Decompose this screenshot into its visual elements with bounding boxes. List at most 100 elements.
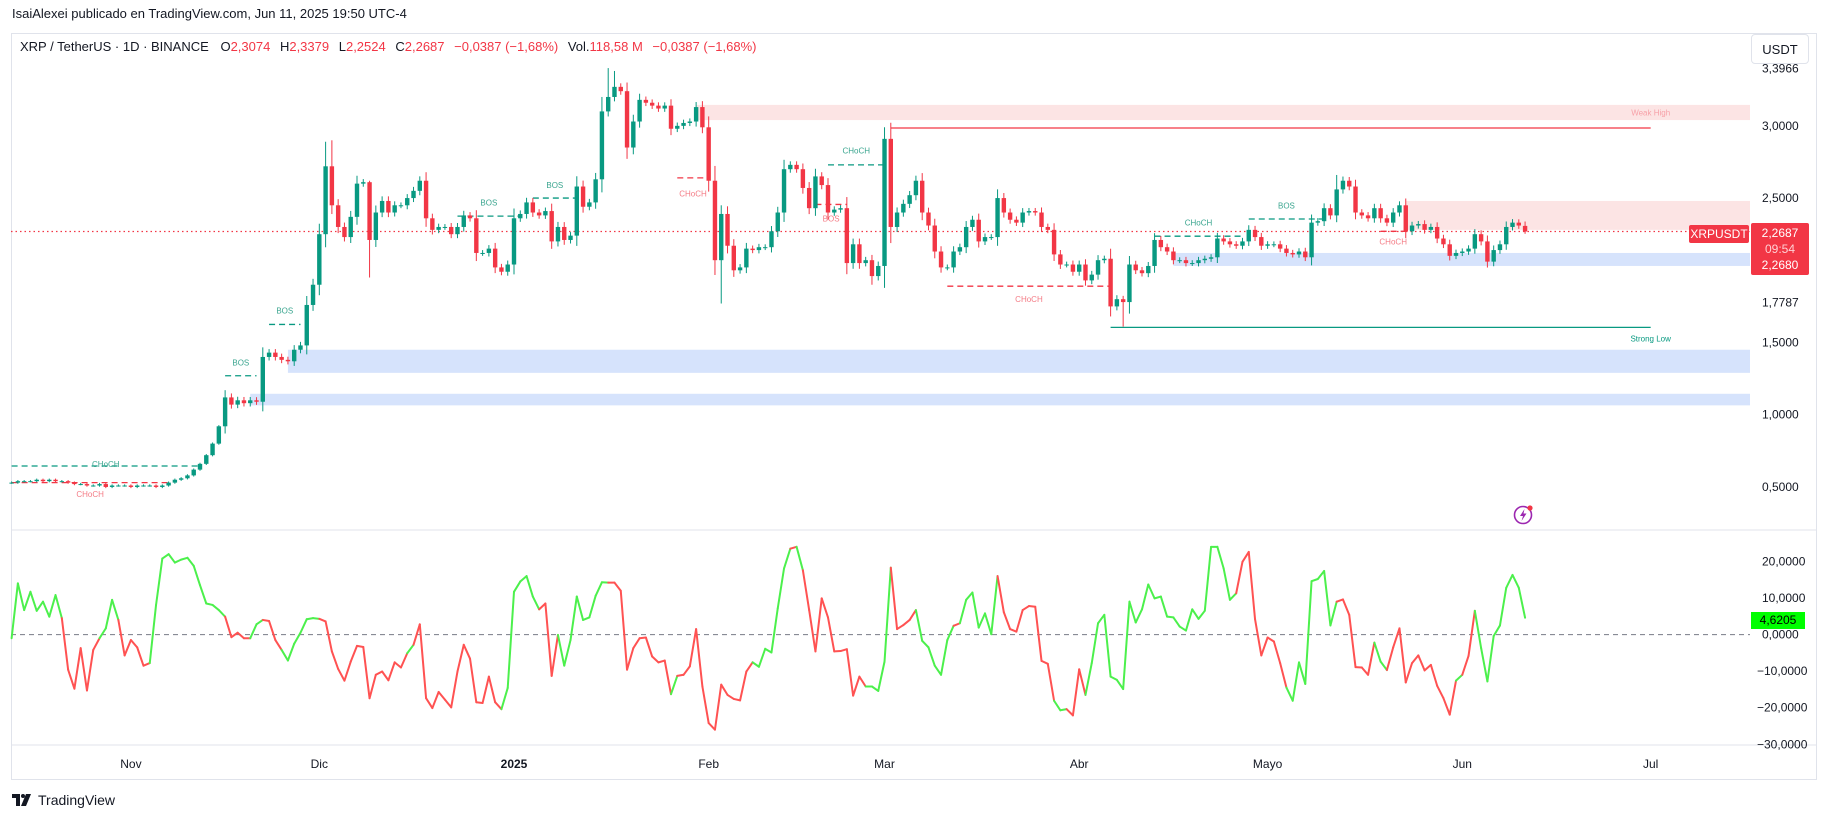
candle-body (354, 183, 360, 217)
oscillator-segment (1423, 663, 1432, 672)
lightning-alert-icon[interactable] (1513, 503, 1535, 525)
oscillator-segment (550, 633, 559, 677)
oscillator-segment (1291, 661, 1300, 702)
oscillator-segment (814, 597, 823, 653)
candle-body (1158, 239, 1164, 248)
candle-body (392, 205, 397, 213)
candle-body (1522, 225, 1528, 232)
oscillator-segment (249, 623, 258, 640)
oscillator-segment (1367, 641, 1376, 676)
oscillator-segment (707, 722, 716, 731)
oscillator-segment (519, 575, 528, 583)
candle-body (681, 122, 686, 126)
candle-body (1120, 299, 1126, 303)
candle-body (756, 247, 762, 251)
candle-body (844, 208, 850, 264)
candle-body (461, 215, 466, 227)
oscillator-segment (1021, 605, 1030, 612)
candle-body (1152, 239, 1157, 266)
oscillator-axis-label: 0,0000 (1762, 628, 1799, 642)
oscillator-segment (136, 646, 145, 667)
candle-body (675, 125, 680, 129)
oscillator-segment (487, 675, 497, 704)
candle-body (248, 400, 253, 404)
candle-body (1453, 252, 1459, 256)
oscillator-segment (764, 647, 773, 654)
candle-body (172, 479, 178, 483)
currency-button[interactable]: USDT (1751, 34, 1809, 64)
oscillator-segment (10, 582, 19, 640)
oscillator-segment (1417, 654, 1426, 672)
time-axis-label: Mayo (1253, 757, 1283, 771)
candle-body (788, 164, 793, 170)
oscillator-segment (142, 662, 151, 667)
oscillator-segment (67, 668, 76, 690)
oscillator-segment (217, 609, 227, 618)
zones-layer: Weak High (250, 104, 1751, 406)
symbol-title[interactable]: XRP / TetherUS · 1D · BINANCE (20, 39, 209, 54)
candle-body (229, 397, 234, 405)
candle-body (536, 212, 542, 216)
candle-body (813, 176, 818, 209)
candle-body (72, 482, 77, 485)
candle-body (1039, 212, 1044, 227)
candle-countdown: 09:54 (1764, 242, 1796, 256)
candle-body (1434, 226, 1440, 239)
oscillator-segment (896, 624, 905, 631)
candle-body (876, 265, 881, 277)
candle-body (279, 356, 284, 360)
candle-body (1001, 198, 1007, 213)
time-axis-label: Feb (698, 757, 719, 771)
oscillator-segment (1122, 600, 1131, 691)
low-value: 2,2524 (345, 39, 386, 54)
oscillator-segment (494, 701, 503, 711)
oscillator-segment (305, 617, 315, 621)
oscillator-segment (42, 600, 51, 618)
candle-body (1033, 211, 1038, 213)
candle-body (449, 226, 454, 235)
candle-body (1466, 248, 1471, 252)
oscillator-segment (425, 697, 434, 710)
candle-body (1102, 258, 1107, 261)
candle-body (298, 345, 303, 350)
candle-body (1183, 260, 1189, 264)
open-value: 2,3074 (230, 39, 271, 54)
oscillator-segment (613, 581, 622, 592)
candle-body (907, 195, 912, 204)
oscillator-segment (1078, 668, 1087, 696)
candle-body (800, 169, 806, 188)
tradingview-footer[interactable]: TradingView (12, 792, 115, 808)
candle-body (869, 260, 875, 277)
candle-body (562, 226, 567, 240)
oscillator-segment (594, 581, 603, 597)
candle-body (285, 359, 291, 362)
volume-value: 118,58 M (589, 39, 643, 54)
candle-body (1359, 212, 1364, 216)
oscillator-segment (1027, 605, 1037, 608)
oscillator-segment (783, 547, 792, 570)
candle-body (700, 107, 705, 128)
oscillator-segment (117, 618, 126, 657)
candle-body (1246, 229, 1251, 242)
oscillator-segment (506, 590, 515, 689)
close-label: C (395, 39, 405, 54)
candle-body (1265, 244, 1270, 246)
candle-body (1064, 264, 1069, 266)
candle-body (304, 304, 309, 346)
candle-body (40, 479, 46, 482)
candle-body (160, 485, 165, 487)
candle-body (373, 212, 379, 240)
time-axis-label: Abr (1070, 757, 1089, 771)
candle-body (1139, 270, 1145, 274)
oscillator-segment (387, 661, 396, 682)
structure-label: CHoCH (92, 460, 120, 469)
candle-body (1403, 205, 1408, 232)
time-axis-label: Dic (311, 757, 328, 771)
structure-label: BOS (1278, 201, 1295, 210)
oscillator-segment (1084, 662, 1093, 696)
candle-body (1077, 264, 1082, 272)
candle-body (938, 251, 944, 268)
high-label: H (279, 39, 290, 54)
candle-body (1014, 219, 1019, 223)
